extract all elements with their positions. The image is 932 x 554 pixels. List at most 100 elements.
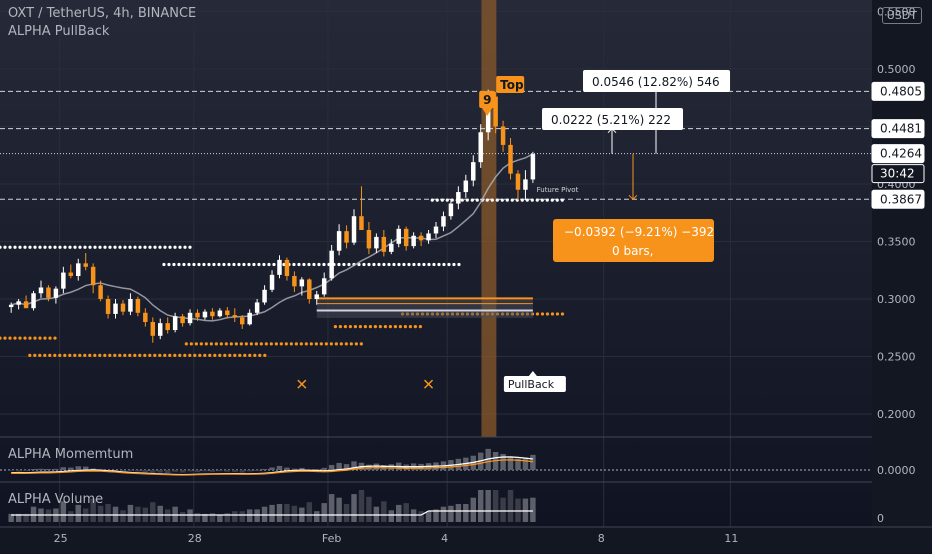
- nine-arrow: [482, 108, 493, 116]
- resistance-dots: [204, 342, 208, 346]
- resistance-dots: [214, 342, 218, 346]
- resistance-dots: [93, 353, 97, 357]
- resistance-dots: [0, 336, 2, 340]
- support-dots: [440, 198, 444, 202]
- volume-bar: [179, 512, 186, 522]
- momentum-bar: [254, 470, 260, 471]
- momentum-bar: [45, 469, 52, 470]
- momentum-bar: [336, 462, 342, 470]
- support-dots: [302, 262, 306, 267]
- resistance-dots: [228, 353, 232, 357]
- support-dots: [510, 198, 514, 202]
- resistance-dots: [234, 342, 238, 346]
- support-dots: [222, 262, 226, 267]
- momentum-bar: [284, 467, 290, 470]
- resistance-dots: [173, 353, 177, 357]
- resistance-dots: [309, 342, 313, 346]
- candle-body: [463, 180, 469, 193]
- support-dots: [387, 262, 391, 267]
- candle-body: [158, 323, 163, 336]
- resistance-dots: [540, 312, 545, 316]
- candle-body: [239, 317, 245, 325]
- resistance-dots: [269, 342, 273, 346]
- support-dots: [98, 245, 102, 249]
- support-dots: [162, 262, 166, 267]
- resistance-dots: [143, 353, 147, 357]
- support-dots: [342, 262, 346, 267]
- support-dots: [68, 245, 72, 249]
- support-dots: [58, 245, 62, 249]
- support-dots: [437, 262, 441, 267]
- support-dots: [272, 262, 276, 267]
- support-dots: [178, 245, 182, 249]
- candle-body: [165, 323, 170, 331]
- resistance-dots: [550, 312, 555, 316]
- resistance-dots: [148, 353, 152, 357]
- resistance-dots: [329, 342, 333, 346]
- momentum-bar: [194, 470, 201, 472]
- resistance-dots: [299, 342, 303, 346]
- support-dots: [173, 245, 177, 249]
- candle-body: [284, 259, 290, 276]
- momentum-bar: [351, 461, 357, 470]
- resistance-dots: [535, 312, 540, 316]
- support-dots: [247, 262, 251, 267]
- measure-down-box: [553, 219, 714, 262]
- candle-body: [23, 301, 29, 309]
- support-dots: [297, 262, 301, 267]
- pullback-label: PullBack: [508, 378, 555, 391]
- volume-bar: [351, 494, 357, 522]
- momentum-bar: [150, 470, 156, 474]
- volume-bar: [343, 504, 350, 522]
- candle-body: [8, 304, 14, 308]
- candle-body: [195, 312, 200, 318]
- candle-body: [135, 299, 141, 313]
- support-dots: [242, 262, 246, 267]
- candle-body: [351, 216, 357, 243]
- volume-bar: [112, 506, 119, 522]
- support-dots: [133, 245, 137, 249]
- resistance-dots: [138, 353, 142, 357]
- volume-bar: [321, 503, 327, 522]
- resistance-dots: [229, 342, 233, 346]
- support-dots: [412, 262, 416, 267]
- candle-body: [187, 312, 193, 324]
- resistance-dots: [334, 342, 338, 346]
- volume-bar: [373, 506, 380, 522]
- support-dots: [452, 262, 456, 267]
- support-dots: [138, 245, 142, 249]
- support-dots: [18, 245, 22, 249]
- candle-body: [389, 243, 394, 252]
- candle-body: [426, 233, 431, 241]
- resistance-dots: [108, 353, 112, 357]
- support-dots: [422, 262, 426, 267]
- candle-body: [515, 173, 521, 190]
- measure-big-box: [583, 70, 730, 92]
- currency-badge[interactable]: USDT: [881, 7, 922, 24]
- volume-bar: [187, 509, 193, 522]
- top-label-box: [496, 76, 525, 93]
- candle-body: [68, 272, 74, 276]
- time-tick: Feb: [322, 532, 341, 545]
- support-dots: [53, 245, 57, 249]
- volume-bar: [477, 490, 484, 522]
- support-dots: [123, 245, 127, 249]
- candle-body: [120, 303, 126, 312]
- support-dots: [317, 262, 321, 267]
- candle-body: [523, 179, 528, 190]
- support-dots: [38, 245, 42, 249]
- support-dots: [192, 262, 196, 267]
- support-dots: [495, 198, 499, 202]
- resistance-dots: [189, 342, 193, 346]
- support-dots: [450, 198, 454, 202]
- resistance-dots: [244, 342, 248, 346]
- support-dots: [252, 262, 256, 267]
- volume-bar: [470, 497, 476, 522]
- candle-body: [217, 310, 223, 317]
- candle-body: [374, 236, 379, 249]
- price-tick: 0.2500: [877, 351, 916, 364]
- resistance-dots: [33, 336, 37, 340]
- volume-bar: [150, 502, 156, 522]
